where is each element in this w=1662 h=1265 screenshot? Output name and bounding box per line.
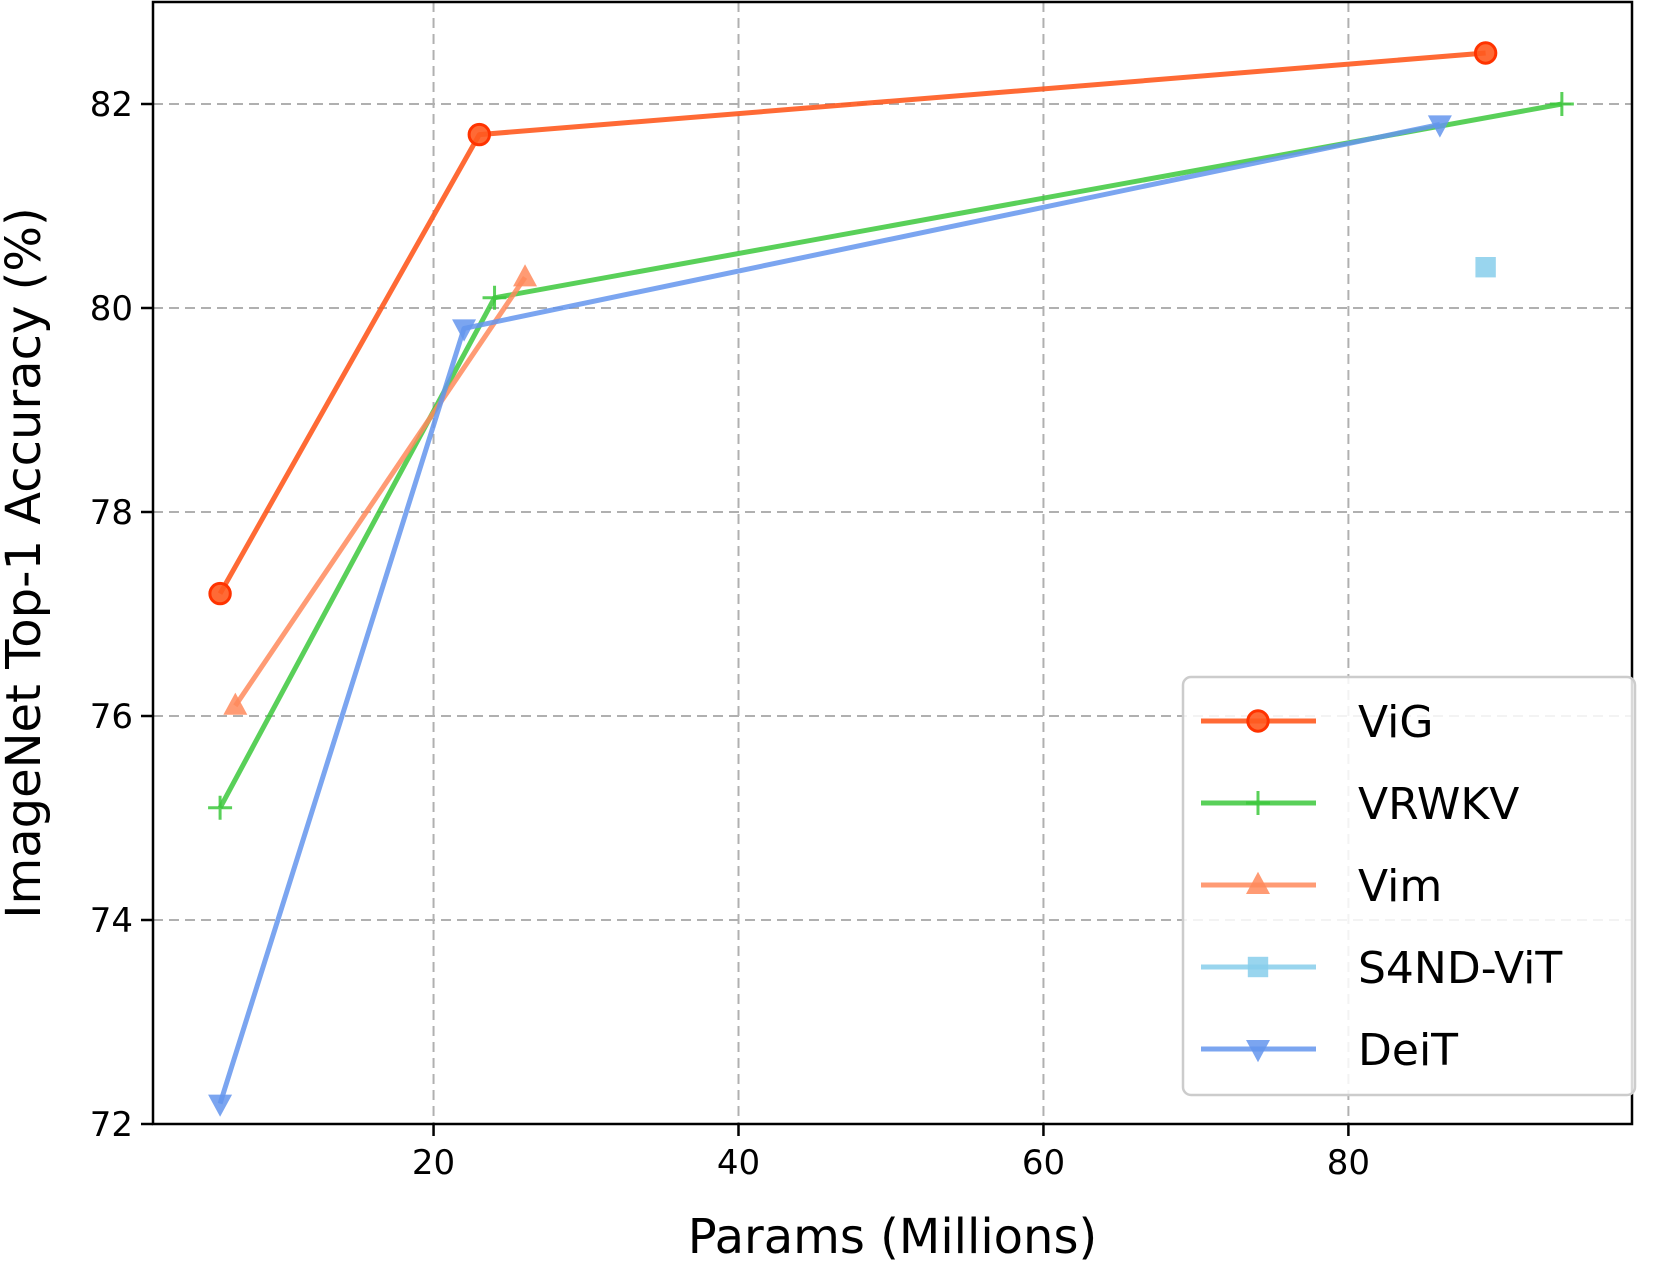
y-tick-label: 72 — [90, 1105, 133, 1145]
legend-marker-vrwkv — [1246, 791, 1270, 815]
legend-marker-vim — [1246, 871, 1270, 894]
data-point-deit — [208, 1094, 233, 1117]
legend-box — [1181, 675, 1637, 1097]
series-vig — [208, 41, 1498, 606]
series-s4nd-vit — [1475, 257, 1496, 278]
legend-marker-vig — [1246, 709, 1270, 733]
series-deit — [208, 115, 1452, 1117]
legend-marker-deit — [1246, 1040, 1270, 1063]
x-tick-label: 40 — [717, 1143, 760, 1183]
y-tick-label: 76 — [90, 697, 133, 737]
data-point-vig — [1473, 41, 1498, 65]
legend-label-s4nd-vit: S4ND-ViT — [1358, 943, 1562, 994]
series-vim — [223, 264, 538, 715]
y-axis-title: ImageNet Top-1 Accuracy (%) — [0, 207, 52, 918]
data-point-deit — [1427, 115, 1452, 138]
plot-frame — [151, 0, 1634, 1126]
y-tick-label: 80 — [90, 289, 133, 329]
data-point-vim — [513, 264, 538, 287]
legend-item-vrwkv: VRWKV — [1201, 779, 1519, 830]
series-line-vim — [233, 275, 528, 708]
x-axis-title: Params (Millions) — [688, 1209, 1097, 1265]
y-tick-label: 74 — [90, 901, 133, 941]
data-point-vig — [467, 122, 491, 147]
data-point-vrwkv — [482, 285, 507, 310]
legend-label-vrwkv: VRWKV — [1358, 779, 1519, 830]
legend-label-vig: ViG — [1358, 697, 1433, 748]
series-vrwkv — [208, 92, 1574, 820]
legend-item-s4nd-vit: S4ND-ViT — [1201, 943, 1562, 994]
data-point-vig — [208, 581, 232, 606]
axis-ticks: 20 40 60 80 72 74 76 78 80 82 — [90, 85, 1370, 1183]
legend-item-deit: DeiT — [1201, 1025, 1458, 1076]
data-point-vim — [223, 692, 248, 715]
legend-marker-s4nd-vit — [1247, 956, 1269, 978]
data-point-deit — [452, 319, 477, 342]
data-point-vrwkv — [1549, 92, 1574, 116]
y-tick-label: 82 — [90, 85, 133, 125]
y-tick-label: 78 — [90, 493, 133, 533]
data-point-s4nd-vit — [1475, 257, 1496, 278]
data-point-vrwkv — [208, 795, 233, 820]
legend-item-vig: ViG — [1201, 697, 1433, 748]
x-tick-label: 60 — [1022, 1143, 1065, 1183]
legend-label-deit: DeiT — [1358, 1025, 1458, 1076]
x-tick-label: 20 — [412, 1143, 455, 1183]
legend-label-vim: Vim — [1358, 861, 1442, 912]
x-tick-label: 80 — [1327, 1143, 1370, 1183]
legend: ViG VRWKV Vim S4ND-ViT DeiT — [1181, 675, 1637, 1097]
series-layer — [208, 41, 1574, 1117]
legend-item-vim: Vim — [1201, 861, 1442, 912]
